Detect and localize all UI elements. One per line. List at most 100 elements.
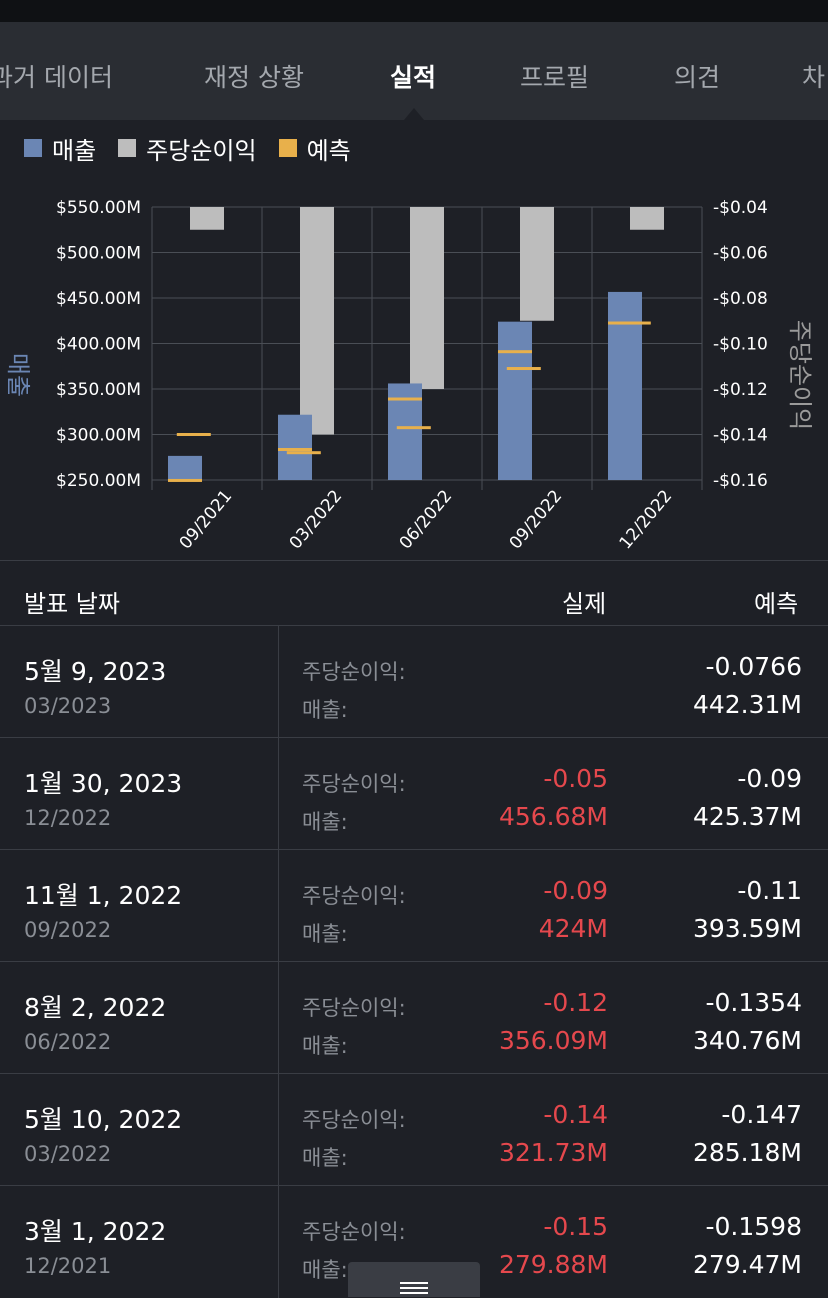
x-tick-label: 12/2022 bbox=[616, 486, 677, 553]
earnings-chart: $550.00M -$0.04 $500.00M -$0.06 $450.00M -$0.… bbox=[4, 198, 814, 553]
right-tick-label: -$0.10 bbox=[713, 335, 768, 355]
eps-actual: -0.12 bbox=[543, 988, 608, 1017]
eps-bar bbox=[520, 207, 554, 321]
eps-label: 주당순이익: bbox=[302, 1108, 406, 1132]
release-date: 5월 10, 2022 bbox=[24, 1105, 183, 1134]
left-tick-label: $550.00M bbox=[56, 198, 141, 218]
release-date: 3월 1, 2022 bbox=[24, 1217, 167, 1246]
table-row[interactable]: 5월 9, 2023 03/2023 주당순이익: 매출: -0.0766 442.31M bbox=[0, 625, 828, 738]
right-tick-label: -$0.16 bbox=[713, 471, 768, 491]
release-date: 8월 2, 2022 bbox=[24, 993, 167, 1022]
left-tick-label: $300.00M bbox=[56, 426, 141, 446]
revenue-label: 매출: bbox=[302, 922, 348, 946]
eps-forecast-mark bbox=[396, 426, 431, 430]
table-row[interactable]: 5월 10, 2022 03/2022 주당순이익: 매출: -0.14 321.73M -… bbox=[0, 1073, 828, 1186]
revenue-bar bbox=[168, 455, 202, 480]
legend-eps[interactable]: 주당순이익 bbox=[118, 131, 257, 166]
header-actual: 실제 bbox=[562, 590, 607, 618]
eps-forecast: -0.1354 bbox=[705, 988, 803, 1017]
revenue-forecast: 340.76M bbox=[692, 1026, 802, 1055]
x-tick-label: 09/2021 bbox=[176, 486, 237, 553]
table-row[interactable]: 11월 1, 2022 09/2022 주당순이익: 매출: -0.09 424M -0.1… bbox=[0, 849, 828, 962]
tab-profile[interactable]: 프로필 bbox=[520, 63, 590, 92]
eps-actual: -0.14 bbox=[543, 1100, 608, 1129]
eps-actual: -0.15 bbox=[543, 1212, 608, 1241]
table-row[interactable]: 3월 1, 2022 12/2021 주당순이익: 매출: -0.15 279.88M -0… bbox=[0, 1185, 828, 1298]
revenue-forecast: 442.31M bbox=[692, 690, 802, 719]
eps-forecast-mark bbox=[616, 321, 651, 325]
eps-bar bbox=[410, 207, 444, 389]
revenue-actual: 279.88M bbox=[498, 1250, 608, 1279]
right-tick-label: -$0.14 bbox=[713, 426, 768, 446]
section-divider bbox=[0, 560, 828, 561]
revenue-forecast-mark bbox=[498, 350, 532, 354]
status-bar bbox=[0, 0, 828, 22]
x-tick-label: 09/2022 bbox=[506, 486, 567, 553]
fiscal-period: 03/2023 bbox=[24, 694, 112, 718]
left-tick-label: $400.00M bbox=[56, 335, 141, 355]
revenue-label: 매출: bbox=[302, 1258, 348, 1282]
eps-actual: -0.09 bbox=[543, 876, 608, 905]
fiscal-period: 03/2022 bbox=[24, 1142, 112, 1166]
tab-financials[interactable]: 재정 상황 bbox=[204, 63, 304, 92]
eps-forecast: -0.0766 bbox=[705, 652, 803, 681]
legend-label: 주당순이익 bbox=[146, 136, 257, 165]
bottom-sheet-handle[interactable] bbox=[348, 1262, 480, 1297]
right-axis-title: 주당순이익 bbox=[786, 320, 814, 430]
legend-label: 예측 bbox=[306, 136, 351, 165]
release-date: 5월 9, 2023 bbox=[24, 657, 167, 686]
left-tick-label: $450.00M bbox=[56, 289, 141, 309]
header-forecast: 예측 bbox=[754, 590, 799, 618]
eps-label: 주당순이익: bbox=[302, 1220, 406, 1244]
revenue-bar bbox=[498, 321, 532, 480]
revenue-bar bbox=[608, 291, 642, 480]
eps-label: 주당순이익: bbox=[302, 772, 406, 796]
eps-forecast-mark bbox=[506, 367, 541, 371]
right-tick-label: -$0.12 bbox=[713, 380, 768, 400]
header-date: 발표 날짜 bbox=[24, 590, 120, 618]
tab-earnings[interactable]: 실적 bbox=[390, 63, 437, 92]
table-row[interactable]: 8월 2, 2022 06/2022 주당순이익: 매출: -0.12 356.09M -0… bbox=[0, 961, 828, 1074]
legend-label: 매출 bbox=[52, 136, 97, 165]
revenue-forecast: 425.37M bbox=[692, 802, 802, 831]
revenue-actual: 456.68M bbox=[498, 802, 608, 831]
tab-opinion[interactable]: 의견 bbox=[674, 63, 721, 92]
revenue-forecast-mark bbox=[388, 397, 422, 401]
fiscal-period: 12/2021 bbox=[24, 1254, 112, 1278]
fiscal-period: 09/2022 bbox=[24, 918, 112, 942]
legend-swatch-forecast bbox=[278, 139, 297, 157]
release-date: 11월 1, 2022 bbox=[24, 881, 183, 910]
eps-forecast: -0.09 bbox=[737, 764, 802, 793]
revenue-actual: 424M bbox=[538, 914, 608, 943]
revenue-bar bbox=[278, 414, 312, 480]
column-divider bbox=[278, 738, 279, 850]
fiscal-period: 06/2022 bbox=[24, 1030, 112, 1054]
eps-forecast: -0.1598 bbox=[705, 1212, 803, 1241]
menu-icon bbox=[400, 1282, 428, 1294]
right-tick-label: -$0.06 bbox=[713, 244, 768, 264]
legend-forecast[interactable]: 예측 bbox=[278, 131, 351, 166]
left-tick-label: $500.00M bbox=[56, 244, 141, 264]
column-divider bbox=[278, 1074, 279, 1186]
column-divider bbox=[278, 1186, 279, 1298]
eps-bar bbox=[630, 207, 664, 230]
revenue-label: 매출: bbox=[302, 1146, 348, 1170]
legend-swatch-eps bbox=[118, 139, 137, 157]
revenue-forecast-mark bbox=[168, 478, 202, 482]
revenue-forecast: 279.47M bbox=[692, 1250, 802, 1279]
chart-legend: 매출 주당순이익 예측 bbox=[24, 131, 373, 166]
table-row[interactable]: 1월 30, 2023 12/2022 주당순이익: 매출: -0.05 456.68M -… bbox=[0, 737, 828, 850]
active-tab-indicator bbox=[404, 108, 424, 120]
left-tick-label: $250.00M bbox=[56, 471, 141, 491]
eps-forecast: -0.147 bbox=[721, 1100, 802, 1129]
tab-chart[interactable]: 차 bbox=[802, 63, 826, 92]
revenue-forecast: 285.18M bbox=[692, 1138, 802, 1167]
eps-label: 주당순이익: bbox=[302, 996, 406, 1020]
revenue-actual: 356.09M bbox=[498, 1026, 608, 1055]
left-axis-title: 매출 bbox=[4, 353, 32, 397]
right-tick-label: -$0.08 bbox=[713, 289, 768, 309]
column-divider bbox=[278, 962, 279, 1074]
tab-history[interactable]: 과거 데이터 bbox=[0, 63, 113, 92]
legend-revenue[interactable]: 매출 bbox=[24, 131, 96, 166]
right-tick-label: -$0.04 bbox=[713, 198, 768, 218]
